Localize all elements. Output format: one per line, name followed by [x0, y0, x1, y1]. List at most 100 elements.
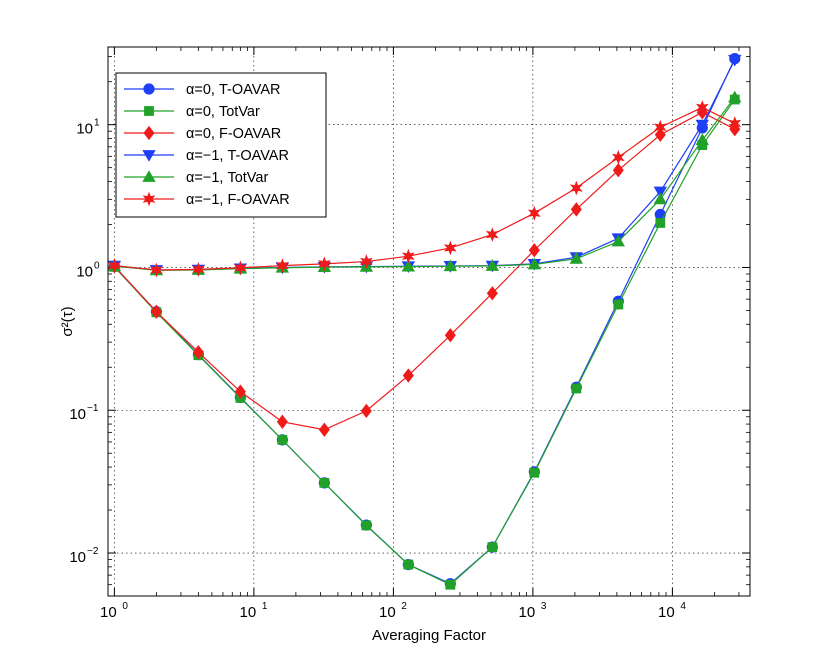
legend-marker: [143, 83, 155, 95]
data-point: [360, 403, 372, 419]
data-point: [695, 133, 709, 145]
data-point: [655, 218, 666, 228]
data-point: [653, 192, 668, 205]
legend-box: [115, 72, 327, 218]
data-point: [570, 202, 582, 217]
data-point: [728, 54, 742, 67]
series-group: [107, 53, 742, 590]
data-point: [403, 559, 414, 570]
data-point: [192, 262, 205, 277]
x-tick-exponent: 0: [122, 601, 128, 612]
x-tick-label: 10: [519, 604, 536, 621]
x-axis-label: Averaging Factor: [372, 627, 486, 644]
data-point: [444, 328, 456, 343]
data-point: [654, 127, 666, 142]
data-point: [192, 345, 204, 360]
legend-label: α=−1, F-OAVAR: [186, 192, 290, 208]
x-tick-label: 10: [658, 604, 675, 621]
legend-marker: [142, 191, 156, 207]
series-line: [114, 106, 736, 271]
legend-label: α=0, T-OAVAR: [186, 82, 280, 98]
data-point: [275, 258, 289, 273]
data-point: [318, 422, 330, 437]
x-tick-labels: 10 0 10 1 10 2 10 3 10 4: [100, 601, 686, 621]
data-point: [728, 90, 742, 103]
series-line: [114, 97, 736, 271]
legend-item: α=−1, F-OAVAR: [124, 191, 290, 208]
data-point: [401, 248, 415, 264]
data-point: [529, 467, 540, 478]
data-point: [317, 256, 331, 272]
data-point: [150, 304, 162, 319]
data-point: [402, 368, 414, 383]
legend-label: α=0, F-OAVAR: [186, 126, 281, 142]
x-tick-exponent: 2: [401, 601, 407, 612]
data-point: [527, 257, 542, 270]
legend-marker: [142, 170, 156, 182]
x-tick-label: 10: [379, 604, 396, 621]
data-point: [150, 262, 163, 278]
data-point: [486, 286, 498, 301]
data-point: [695, 100, 709, 115]
data-point: [319, 477, 330, 488]
x-tick-exponent: 3: [541, 601, 547, 612]
data-point: [359, 254, 373, 269]
legend-label: α=−1, TotVar: [186, 170, 268, 186]
data-point: [401, 259, 416, 272]
data-point: [445, 579, 456, 590]
y-tick-exponent: 0: [94, 260, 100, 271]
data-point: [571, 383, 582, 394]
data-point: [277, 434, 288, 445]
y-tick-label: 10: [69, 406, 86, 423]
data-point: [234, 384, 246, 399]
data-point: [569, 180, 583, 196]
legend-marker: [143, 125, 155, 141]
x-tick-label: 10: [100, 604, 117, 621]
data-point: [485, 227, 499, 242]
y-tick-exponent: 1: [94, 118, 100, 129]
x-tick-label: 10: [240, 604, 257, 621]
y-tick-exponent: −1: [87, 403, 99, 414]
data-point: [443, 259, 458, 272]
data-point: [234, 260, 247, 276]
y-tick-exponent: −2: [87, 546, 99, 557]
data-point: [487, 542, 498, 553]
ticks: [108, 47, 750, 597]
legend-item: α=−1, T-OAVAR: [124, 148, 289, 164]
legend-marker: [142, 150, 156, 162]
y-tick-label: 10: [69, 549, 86, 566]
y-axis-label: σ²(τ): [59, 306, 76, 336]
legend-item: α=0, F-OAVAR: [124, 125, 281, 142]
data-point: [527, 205, 541, 221]
legend-item: α=0, T-OAVAR: [124, 82, 280, 98]
data-point: [569, 251, 584, 264]
x-tick-exponent: 4: [680, 601, 686, 612]
data-point: [728, 116, 742, 131]
data-point: [613, 299, 624, 310]
data-point: [361, 520, 372, 531]
series-line: [113, 111, 736, 431]
x-tick-exponent: 1: [262, 601, 268, 612]
data-point: [611, 234, 626, 247]
series-5: [108, 100, 742, 278]
legend: α=0, T-OAVAR α=0, TotVar α=0, F-OAVAR α=−1,…: [115, 72, 327, 218]
legend-marker: [144, 106, 154, 116]
data-point: [653, 119, 667, 135]
legend-label: α=−1, T-OAVAR: [186, 148, 289, 164]
legend-label: α=0, TotVar: [186, 104, 260, 120]
data-point: [528, 243, 540, 258]
data-point: [485, 259, 500, 271]
plot-frame: [107, 46, 751, 597]
y-tick-label: 10: [76, 263, 93, 280]
legend-item: α=−1, TotVar: [124, 170, 268, 186]
data-point: [611, 150, 625, 165]
data-point: [108, 258, 121, 273]
series-line: [113, 99, 736, 586]
legend-item: α=0, TotVar: [124, 104, 260, 120]
data-point: [695, 119, 709, 132]
data-point: [653, 186, 668, 199]
y-tick-label: 10: [76, 121, 93, 138]
data-point: [612, 163, 624, 178]
